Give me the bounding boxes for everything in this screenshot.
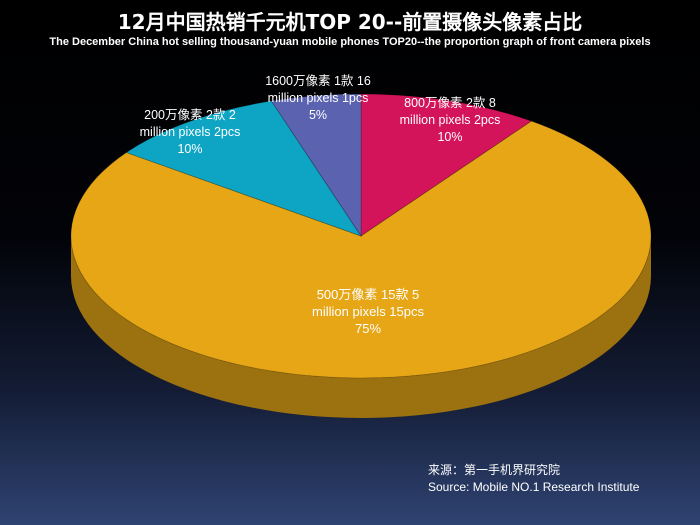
slice-label-3-line-0: 1600万像素 1款 16 bbox=[265, 74, 371, 88]
slice-label-2-line-2: 10% bbox=[177, 142, 202, 156]
slice-label-1: 500万像素 15款 5 million pixels 15pcs 75% bbox=[312, 287, 424, 336]
source-line-en: Source: Mobile NO.1 Research Institute bbox=[428, 480, 640, 494]
slice-label-0-line-0: 800万像素 2款 8 bbox=[404, 96, 496, 110]
slice-label-0: 800万像素 2款 8 million pixels 2pcs 10% bbox=[400, 96, 501, 144]
slice-label-2-line-1: million pixels 2pcs bbox=[140, 125, 241, 139]
source-note: 来源：第一手机界研究院 Source: Mobile NO.1 Research… bbox=[428, 462, 639, 496]
slice-label-1-line-0: 500万像素 15款 5 bbox=[317, 287, 420, 302]
pie-slice-3 bbox=[270, 93, 362, 238]
source-line-cn: 来源：第一手机界研究院 bbox=[428, 463, 561, 477]
pie-slice-0 bbox=[360, 93, 533, 237]
pie-slice-2 bbox=[125, 100, 362, 237]
chart-title: 12月中国热销千元机TOP 20--前置摄像头像素占比 bbox=[117, 10, 583, 34]
chart-subtitle: The December China hot selling thousand-… bbox=[49, 36, 651, 48]
slice-label-1-line-2: 75% bbox=[355, 321, 381, 336]
slice-label-1-line-1: million pixels 15pcs bbox=[312, 304, 424, 319]
slice-label-0-line-1: million pixels 2pcs bbox=[400, 113, 501, 127]
slice-label-2: 200万像素 2款 2 million pixels 2pcs 10% bbox=[140, 108, 241, 156]
slice-label-3-line-2: 5% bbox=[309, 108, 327, 122]
slice-label-2-line-0: 200万像素 2款 2 bbox=[144, 108, 236, 122]
pie-slice-1 bbox=[70, 120, 652, 379]
pie-side-1 bbox=[71, 236, 651, 418]
slice-label-3-line-1: million pixels 1pcs bbox=[268, 91, 369, 105]
slice-label-0-line-2: 10% bbox=[437, 130, 462, 144]
slice-label-3: 1600万像素 1款 16 million pixels 1pcs 5% bbox=[265, 74, 371, 122]
